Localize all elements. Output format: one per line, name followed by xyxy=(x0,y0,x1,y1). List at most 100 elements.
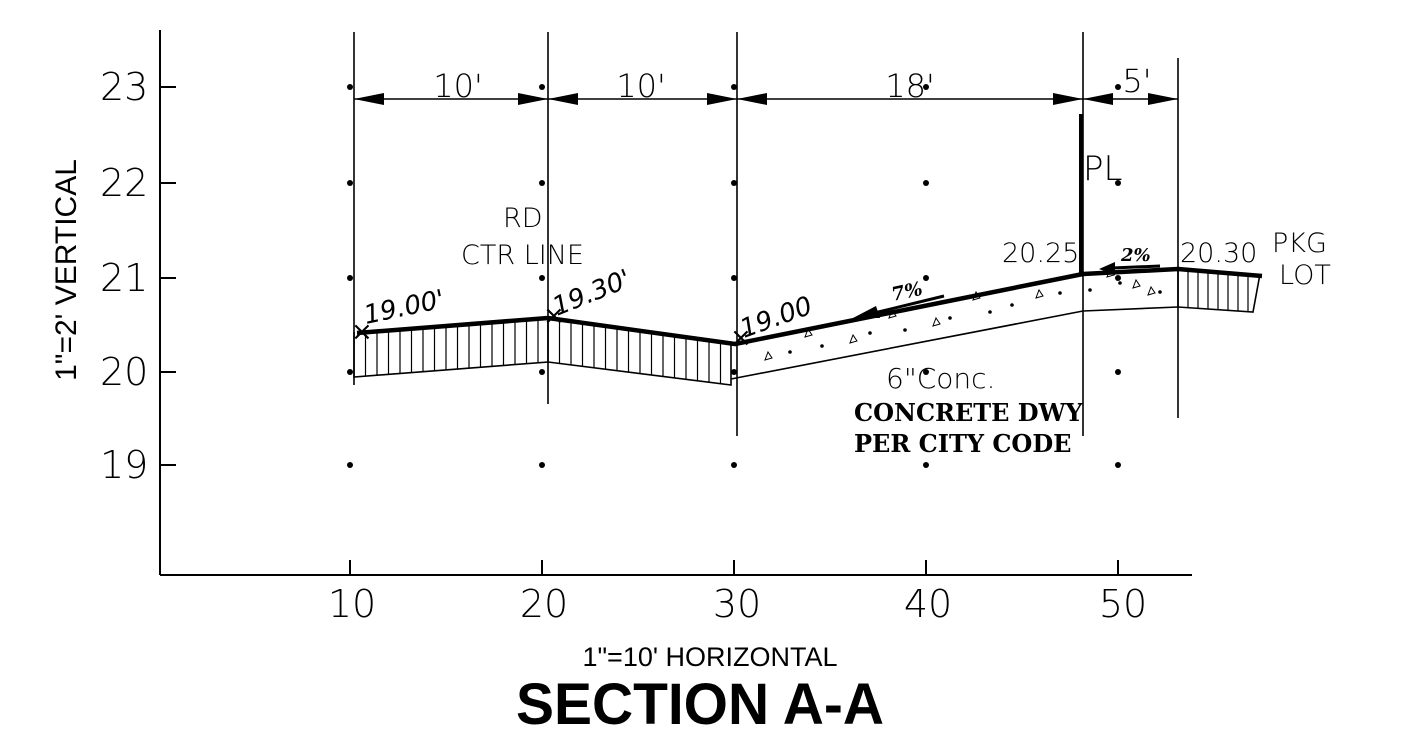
pavement-outline-right xyxy=(547,342,732,386)
grid-dot xyxy=(1115,84,1121,90)
grid-dot xyxy=(347,180,353,186)
stipple-dot xyxy=(988,310,992,314)
stipple-dot xyxy=(1010,303,1014,307)
grid-dot xyxy=(731,462,737,468)
concrete-note-line-1: CONCRETE DWY xyxy=(854,398,1084,427)
grid-dot xyxy=(347,369,353,375)
dimension-label: 5' xyxy=(1122,62,1151,100)
road-centerline-label-1: RD xyxy=(503,203,543,234)
driveway-bottom xyxy=(730,310,1084,380)
stipple-dot xyxy=(788,350,792,354)
concrete-thickness-label: 6"Conc. xyxy=(886,362,995,395)
grid-dot xyxy=(923,275,929,281)
road-centerline-label-2: CTR LINE xyxy=(461,240,584,271)
stipple-dot xyxy=(948,316,952,320)
stipple-dot xyxy=(903,328,907,332)
x-tick-label: 10 xyxy=(328,582,376,626)
stipple-dot xyxy=(1088,288,1092,292)
grid-dot xyxy=(1115,180,1121,186)
elevation-left: 19.00' xyxy=(361,285,447,331)
grid-dot xyxy=(923,180,929,186)
grid-dot xyxy=(539,369,545,375)
axes xyxy=(159,30,1192,576)
elevation-center: 19.30' xyxy=(548,264,635,322)
grid-dot xyxy=(347,462,353,468)
concrete-note-line-2: PER CITY CODE xyxy=(854,429,1071,458)
grid-dot xyxy=(731,84,737,90)
grid-dot xyxy=(539,275,545,281)
stipple-dot xyxy=(868,331,872,335)
stipple-dot xyxy=(820,344,824,348)
stipple-dot xyxy=(1058,291,1062,295)
stipple-triangle xyxy=(1035,288,1044,299)
finished-grade-line xyxy=(356,266,1263,347)
y-tick-label: 22 xyxy=(100,161,148,205)
dimension-arrow xyxy=(548,93,578,105)
grid-dot xyxy=(923,462,929,468)
x-tick-label: 40 xyxy=(904,582,952,626)
dimension-arrow xyxy=(707,93,737,105)
elevation-lot: 20.30 xyxy=(1180,238,1257,269)
slope-arrow-driveway xyxy=(853,294,945,318)
elevation-marker-x: × xyxy=(543,301,565,331)
grid-dot xyxy=(1115,275,1121,281)
y-tick-label: 21 xyxy=(100,256,148,300)
dimension-line xyxy=(354,93,1178,105)
section-title: SECTION A-A xyxy=(516,672,884,737)
x-tick-label: 30 xyxy=(713,582,761,626)
elevation-property-line: 20.25 xyxy=(1002,238,1079,269)
grid-dot xyxy=(539,462,545,468)
dimension-arrow xyxy=(518,93,548,105)
grid-dot xyxy=(731,275,737,281)
dimension-arrow xyxy=(1083,93,1113,105)
dimension-label: 18' xyxy=(885,67,935,105)
dimension-label: 10' xyxy=(433,67,483,105)
grid-dot xyxy=(1115,462,1121,468)
lot-hatch xyxy=(1187,269,1249,312)
grid-dot xyxy=(347,275,353,281)
pavement-outline-left xyxy=(353,320,549,378)
grid-dot xyxy=(731,369,737,375)
grid-dot xyxy=(731,180,737,186)
pavement-hatch-right xyxy=(558,319,722,384)
horizontal-scale-label: 1"=10' HORIZONTAL xyxy=(582,642,837,672)
grid-dot xyxy=(347,84,353,90)
vertical-scale-label: 1"=2' VERTICAL xyxy=(50,159,83,381)
grid-dot xyxy=(539,180,545,186)
dimension-arrow xyxy=(1148,93,1178,105)
stipple-triangle xyxy=(932,316,941,327)
y-tick-label: 23 xyxy=(100,65,148,109)
y-tick-label: 20 xyxy=(100,350,148,394)
x-tick-label: 50 xyxy=(1099,582,1147,626)
slope-label-walk: 2% xyxy=(1120,245,1151,266)
parking-lot-label-1: PKG xyxy=(1272,228,1327,259)
elevation-marker-x: × xyxy=(730,323,752,353)
y-tick-label: 19 xyxy=(100,443,148,487)
stipple-dot xyxy=(1158,290,1162,294)
lot-outline xyxy=(1082,273,1261,313)
stipple-triangle xyxy=(849,333,858,344)
pavement-hatch-left xyxy=(364,318,539,377)
grid-dots xyxy=(347,84,1121,468)
concrete-stipple xyxy=(764,267,1162,361)
grid-dot xyxy=(539,84,545,90)
dimension-arrow xyxy=(737,93,767,105)
section-outlines xyxy=(353,269,1261,386)
stipple-triangle xyxy=(804,327,813,338)
x-tick-label: 20 xyxy=(520,582,568,626)
grid-dot xyxy=(1115,369,1121,375)
grid-dot xyxy=(923,84,929,90)
stipple-triangle xyxy=(1132,278,1141,289)
grid-dot xyxy=(923,369,929,375)
stipple-triangle xyxy=(1147,285,1156,296)
dimension-arrow xyxy=(1053,93,1083,105)
elevation-marker-x: × xyxy=(351,317,373,347)
slope-arrow-walk xyxy=(1099,262,1161,275)
stipple-dot xyxy=(1118,281,1122,285)
stipple-triangle xyxy=(764,350,773,361)
dimension-arrow xyxy=(354,93,384,105)
property-line-label: PL xyxy=(1083,149,1122,189)
dimension-label: 10' xyxy=(616,67,666,105)
parking-lot-label-2: LOT xyxy=(1279,260,1331,291)
